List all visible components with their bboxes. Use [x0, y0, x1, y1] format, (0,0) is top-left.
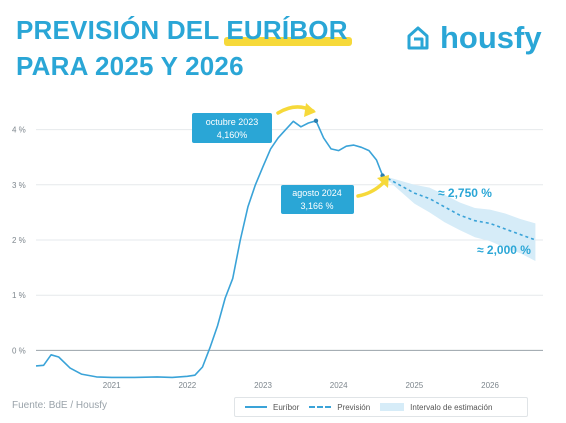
legend-item-euribor: Euríbor — [245, 403, 299, 412]
brand-logo: housfy — [404, 18, 542, 58]
y-tick-label: 4 % — [12, 126, 26, 135]
latest-label-box — [281, 185, 354, 214]
peak-point — [313, 118, 319, 123]
peak-label-box — [192, 113, 272, 143]
peak-label-date: octubre 2023 — [206, 117, 259, 127]
legend: Euríbor Previsión Intervalo de estimació… — [234, 397, 528, 417]
forecast-2025-label: ≈ 2,750 % — [438, 186, 492, 200]
legend-swatch-solid — [245, 406, 267, 408]
peak-label-value: 4,160% — [217, 130, 248, 140]
housfy-logo-icon — [404, 24, 432, 52]
latest-arrow — [356, 179, 387, 198]
x-tick-label: 2025 — [405, 381, 423, 390]
title-prefix: PREVISIÓN DEL — [16, 15, 227, 45]
latest-arrow-head — [377, 175, 389, 188]
y-tick-label: 0 % — [12, 346, 26, 355]
x-tick-label: 2022 — [178, 381, 196, 390]
legend-label: Intervalo de estimación — [410, 402, 493, 412]
source-note: Fuente: BdE / Housfy — [12, 400, 108, 411]
y-tick-label: 3 % — [12, 181, 26, 190]
peak-arrow-head — [304, 103, 316, 117]
legend-swatch-band — [380, 403, 405, 411]
x-tick-label: 2021 — [103, 381, 121, 390]
y-tick-label: 1 % — [12, 291, 26, 300]
legend-label: Previsión — [337, 402, 371, 412]
estimation-band — [382, 175, 536, 261]
legend-item-intervalo: Intervalo de estimación — [380, 403, 492, 412]
forecast-2026-label: ≈ 2,000 % — [477, 243, 531, 257]
title-line-2: PARA 2025 Y 2026 — [16, 51, 244, 81]
y-tick-label: 2 % — [12, 236, 26, 245]
x-tick-label: 2026 — [481, 381, 499, 390]
latest-label-date: agosto 2024 — [292, 188, 342, 198]
latest-label-value: 3,166 % — [300, 201, 333, 211]
chart-title: PREVISIÓN DEL EURÍBOR PARA 2025 Y 2026 — [16, 12, 352, 84]
title-line-1: PREVISIÓN DEL EURÍBOR — [16, 12, 352, 48]
euribor-line — [35, 120, 384, 379]
x-tick-label: 2024 — [330, 381, 348, 390]
forecast-line — [382, 174, 536, 241]
title-highlight: EURÍBOR — [224, 12, 352, 48]
legend-swatch-dashed — [309, 406, 332, 408]
legend-item-prevision: Previsión — [309, 403, 370, 412]
brand-name: housfy — [440, 20, 542, 55]
legend-label: Euríbor — [273, 402, 300, 412]
x-tick-label: 2023 — [254, 381, 272, 390]
